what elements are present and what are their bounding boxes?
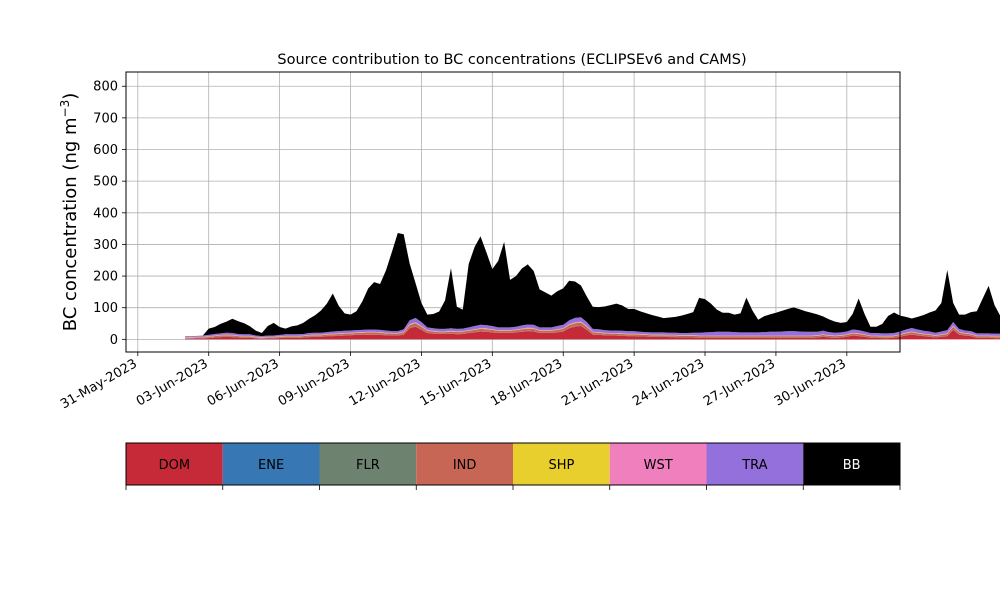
legend-label-dom: DOM: [159, 458, 190, 473]
stacked-areas: [185, 233, 1000, 340]
x-tick-label: 30-Jun-2023: [772, 356, 849, 409]
y-axis-label: BC concentration (ng m−3): [58, 93, 81, 332]
legend-label-shp: SHP: [548, 458, 574, 473]
y-axis-label-main: BC concentration (ng m: [60, 117, 81, 331]
legend-label-flr: FLR: [356, 458, 380, 473]
x-tick-label: 18-Jun-2023: [488, 356, 565, 409]
source-legend: DOM ENE FLR IND SHP WST TRA BB: [125, 442, 901, 490]
x-tick-label: 09-Jun-2023: [276, 356, 353, 409]
legend-swatch-ind: [416, 443, 513, 485]
y-axis-label-superscript: −3: [58, 100, 72, 118]
legend-swatch-shp: [513, 443, 610, 485]
legend-swatch-bb: [803, 443, 900, 485]
y-tick-label: 400: [93, 206, 118, 221]
legend-label-tra: TRA: [741, 458, 767, 473]
x-axis: 31-May-202303-Jun-202306-Jun-202309-Jun-…: [58, 352, 849, 412]
x-tick-label: 24-Jun-2023: [630, 356, 707, 409]
legend-swatch-tra: [706, 443, 804, 485]
legend-swatch-dom: [126, 443, 223, 485]
y-tick-label: 0: [110, 333, 118, 348]
y-tick-label: 500: [93, 175, 118, 190]
x-tick-label: 27-Jun-2023: [701, 356, 778, 409]
x-tick-label: 06-Jun-2023: [205, 356, 282, 409]
legend-label-bb: BB: [843, 458, 861, 473]
y-axis: 0 100 200 300 400 500 600 700 800: [93, 80, 126, 348]
y-tick-label: 800: [93, 80, 118, 95]
chart-title: Source contribution to BC concentrations…: [277, 52, 746, 68]
area-ind: [185, 322, 1000, 339]
legend-label-ene: ENE: [258, 458, 284, 473]
area-tra: [185, 317, 1000, 338]
legend-label-wst: WST: [644, 458, 673, 473]
x-tick-label: 12-Jun-2023: [347, 356, 424, 409]
area-dom: [185, 326, 1000, 340]
x-tick-label: 31-May-2023: [58, 356, 140, 412]
y-tick-label: 100: [93, 301, 118, 316]
y-axis-label-close: ): [60, 93, 81, 100]
legend-swatch-flr: [319, 443, 417, 485]
area-bb: [185, 233, 1000, 337]
plot-frame: [125, 71, 901, 353]
x-tick-label: 15-Jun-2023: [417, 356, 494, 409]
x-tick-label: 21-Jun-2023: [559, 356, 636, 409]
legend-label-ind: IND: [453, 458, 477, 473]
y-tick-label: 300: [93, 238, 118, 253]
x-tick-label: 03-Jun-2023: [134, 356, 211, 409]
legend-swatch-wst: [609, 443, 707, 485]
y-tick-label: 600: [93, 143, 118, 158]
y-tick-label: 700: [93, 111, 118, 126]
legend-swatch-ene: [222, 443, 320, 485]
y-tick-label: 200: [93, 270, 118, 285]
